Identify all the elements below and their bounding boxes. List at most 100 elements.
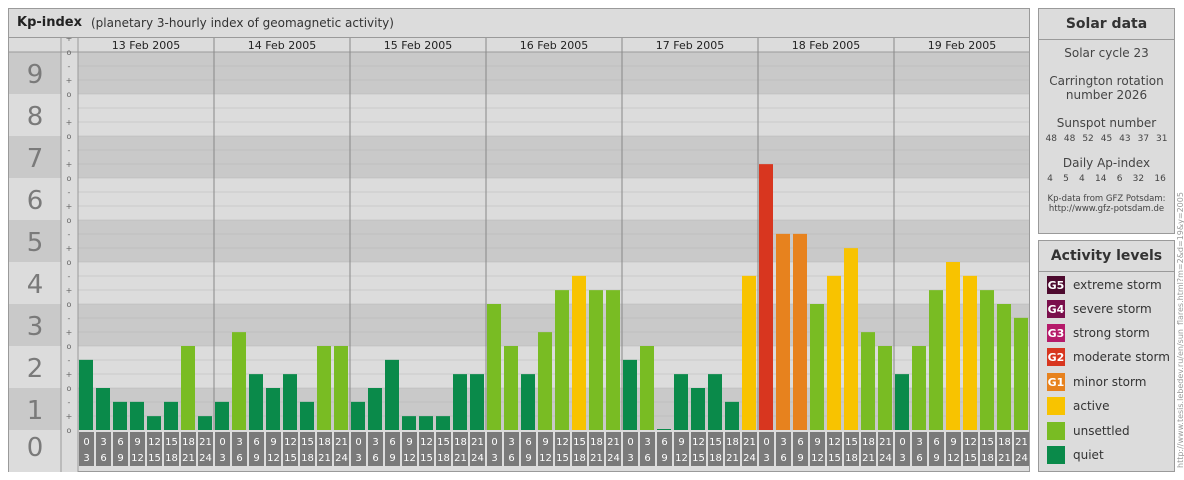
y-subtick-label: +: [66, 328, 73, 337]
kp-bar: [606, 290, 620, 430]
hour-end-label: 18: [437, 453, 450, 464]
hour-label-box: [147, 432, 162, 466]
hour-start-label: 15: [845, 437, 858, 448]
kp-bar: [181, 346, 195, 430]
y-tick-label: 7: [27, 144, 44, 174]
hour-start-label: 0: [355, 437, 361, 448]
hour-end-label: 24: [199, 453, 212, 464]
hour-label-box: [79, 432, 94, 466]
date-header: [78, 38, 1029, 52]
hour-start-label: 3: [236, 437, 242, 448]
hour-start-label: 0: [83, 437, 89, 448]
hour-end-label: 24: [335, 453, 348, 464]
hour-label-box: [861, 432, 876, 466]
hour-end-label: 21: [998, 453, 1011, 464]
y-tick-label: 3: [27, 312, 44, 342]
hour-start-label: 12: [692, 437, 705, 448]
y-tick-label: 5: [27, 228, 44, 258]
hour-start-label: 3: [644, 437, 650, 448]
hour-start-label: 15: [301, 437, 314, 448]
unsettled-swatch: [1047, 422, 1065, 440]
hour-start-label: 21: [335, 437, 348, 448]
hour-start-label: 3: [100, 437, 106, 448]
date-label: 13 Feb 2005: [112, 39, 180, 52]
g4-swatch: G4: [1047, 300, 1065, 318]
ap-value: 32: [1132, 174, 1145, 184]
credit-url: http://www.gfz-potsdam.de: [1048, 204, 1165, 214]
g2-swatch: G2: [1047, 348, 1065, 366]
y-subtick-label: o: [67, 216, 72, 225]
hour-end-label: 3: [627, 453, 633, 464]
hour-start-label: 21: [743, 437, 756, 448]
carrington-number: number 2026: [1065, 88, 1148, 102]
hour-start-label: 9: [678, 437, 684, 448]
level-g4: G4 severe storm: [1047, 299, 1152, 319]
y-subtick-label: +: [66, 370, 73, 379]
hour-end-label: 9: [797, 453, 803, 464]
hour-end-label: 6: [236, 453, 242, 464]
hour-label-box: [487, 432, 502, 466]
hour-end-label: 12: [539, 453, 552, 464]
hour-start-label: 3: [916, 437, 922, 448]
chart-subtitle: (planetary 3-hourly index of geomagnetic…: [91, 16, 394, 30]
y-subtick-label: o: [67, 384, 72, 393]
date-label: 17 Feb 2005: [656, 39, 724, 52]
sunspot-value: 48: [1063, 134, 1076, 144]
kp-bar: [980, 290, 994, 430]
level-unsettled: unsettled: [1047, 421, 1130, 441]
hour-start-label: 6: [797, 437, 803, 448]
level-quiet: quiet: [1047, 445, 1104, 465]
y-subtick-label: o: [67, 426, 72, 435]
hour-start-label: 0: [899, 437, 905, 448]
hour-end-label: 9: [117, 453, 123, 464]
hour-start-label: 12: [964, 437, 977, 448]
y-subtick-label: -: [68, 398, 71, 407]
hour-label-box: [266, 432, 281, 466]
hour-label-box: [351, 432, 366, 466]
hour-label-box: [181, 432, 196, 466]
hour-label-box: [912, 432, 927, 466]
hour-end-label: 9: [933, 453, 939, 464]
hour-start-label: 21: [199, 437, 212, 448]
y-subtick-label: +: [66, 202, 73, 211]
ap-value: 16: [1154, 174, 1166, 184]
hour-label-box: [827, 432, 842, 466]
kp-bar: [79, 359, 93, 430]
plot-band: [78, 52, 1029, 94]
kp-bar: [878, 346, 892, 430]
kp-index-panel: Kp-index (planetary 3-hourly index of ge…: [8, 8, 1030, 472]
sunspot-value: 52: [1082, 134, 1094, 144]
kp-bar: [249, 374, 263, 430]
hour-label-box: [198, 432, 213, 466]
unsettled-label: unsettled: [1073, 424, 1130, 438]
hour-start-label: 21: [879, 437, 892, 448]
y-subtick-label: +: [66, 286, 73, 295]
hour-end-label: 15: [148, 453, 161, 464]
y-band: [9, 94, 61, 136]
sunspot-label: Sunspot number: [1056, 116, 1157, 130]
y-band: [9, 52, 61, 94]
hour-end-label: 6: [372, 453, 378, 464]
hour-label-box: [657, 432, 672, 466]
kp-bar: [164, 401, 178, 430]
y-subtick-label: o: [67, 132, 72, 141]
kp-bar: [487, 304, 501, 430]
y-tick-label: 8: [27, 102, 44, 132]
kp-bar: [929, 290, 943, 430]
hour-label-box: [555, 432, 570, 466]
hour-end-label: 6: [644, 453, 650, 464]
g3-swatch: G3: [1047, 324, 1065, 342]
hour-end-label: 15: [964, 453, 977, 464]
hour-label-box: [776, 432, 791, 466]
hour-start-label: 9: [814, 437, 820, 448]
hour-label-box: [453, 432, 468, 466]
hour-label-box: [300, 432, 315, 466]
y-tick-label: 1: [27, 396, 44, 426]
hour-end-label: 9: [661, 453, 667, 464]
hour-end-label: 24: [879, 453, 892, 464]
y-tick-label: 9: [27, 60, 44, 90]
plot-band: [78, 136, 1029, 178]
kp-bar: [504, 346, 518, 430]
kp-bar: [436, 416, 450, 430]
hour-label-box: [317, 432, 332, 466]
